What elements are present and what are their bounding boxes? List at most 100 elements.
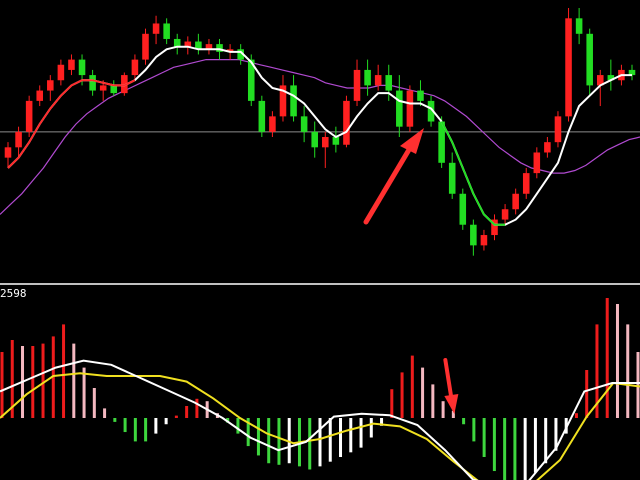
candle-body	[565, 18, 572, 117]
macd-histogram-bar	[21, 346, 25, 418]
macd-histogram-bar	[113, 418, 117, 422]
candle-body	[353, 69, 361, 101]
macd-histogram-bar	[359, 418, 363, 448]
candle	[586, 28, 593, 96]
macd-histogram-bar	[349, 418, 353, 453]
macd-histogram-bar	[185, 406, 189, 418]
candle-body	[459, 193, 467, 225]
macd-histogram-bar	[174, 415, 178, 418]
candle	[554, 111, 562, 148]
candle	[565, 8, 572, 122]
red-moving-average-segment	[7, 79, 136, 169]
candle-body	[586, 33, 593, 86]
candle-body	[4, 147, 12, 158]
candle	[385, 64, 393, 101]
macd-histogram-bar	[0, 352, 4, 418]
candle-body	[279, 85, 287, 117]
candle	[237, 44, 244, 65]
candle-body	[173, 38, 181, 47]
macd-histogram-bar	[636, 352, 640, 418]
candle	[396, 75, 403, 137]
candle-body	[99, 85, 107, 91]
candle-body	[396, 90, 403, 127]
candle	[4, 142, 12, 168]
macd-histogram-bar	[236, 418, 240, 434]
macd-dea-line	[0, 372, 640, 480]
indicator-readout: 2598	[0, 287, 27, 300]
macd-histogram-bar	[31, 346, 35, 418]
candle	[47, 75, 54, 101]
candle	[448, 152, 456, 199]
candle	[596, 69, 604, 107]
candle-body	[47, 80, 54, 91]
macd-histogram-bar	[246, 418, 250, 447]
macd-histogram-bar	[431, 384, 435, 418]
macd-histogram-bar	[626, 324, 630, 418]
candle	[57, 59, 65, 86]
macd-histogram-bar	[144, 418, 148, 442]
candle	[279, 75, 287, 122]
candle-body	[596, 75, 604, 86]
candle	[480, 229, 488, 251]
candle	[142, 28, 149, 65]
candle-body	[269, 116, 276, 132]
slow-moving-average-line	[0, 58, 640, 215]
candle-body	[470, 224, 477, 246]
candle	[163, 18, 170, 45]
candle	[89, 69, 96, 96]
macd-histogram-bar	[369, 418, 373, 438]
macd-arrow-annotation	[443, 358, 459, 414]
macd-histogram-bar	[544, 418, 548, 464]
macd-histogram-bar	[51, 336, 55, 418]
candle	[628, 64, 636, 81]
candle	[131, 54, 139, 81]
candle	[258, 95, 266, 137]
candle	[470, 219, 477, 256]
candle	[491, 214, 498, 241]
candle-body	[247, 59, 255, 101]
macd-histogram-bar	[10, 340, 14, 418]
candle-body	[427, 100, 435, 122]
candle	[205, 38, 213, 55]
price-candlestick-chart	[0, 8, 640, 256]
candle-body	[152, 23, 160, 34]
macd-histogram-bar	[585, 370, 589, 418]
macd-histogram-bar	[451, 410, 455, 418]
candle	[427, 95, 435, 127]
candle-body	[25, 100, 33, 132]
candle	[343, 95, 350, 148]
macd-histogram-bar	[605, 298, 609, 418]
macd-histogram-bar	[123, 418, 127, 433]
macd-histogram-bar	[62, 324, 66, 418]
macd-histogram-bar	[297, 418, 301, 467]
candle-body	[438, 121, 445, 163]
candle	[438, 116, 445, 168]
macd-histogram-bar	[533, 418, 537, 473]
candle-body	[417, 90, 424, 101]
candle-body	[57, 64, 65, 81]
macd-histogram-bar	[410, 355, 414, 418]
candle	[544, 137, 551, 158]
candle	[121, 72, 128, 96]
candle	[406, 85, 414, 132]
price-arrow-annotation	[363, 128, 424, 225]
candle-body	[184, 41, 192, 47]
candle-body	[501, 209, 509, 220]
candle-body	[364, 69, 371, 86]
macd-histogram-bar	[492, 418, 496, 472]
candle-body	[332, 137, 340, 145]
candle	[417, 80, 424, 107]
candle-body	[374, 75, 382, 86]
candle	[353, 59, 361, 107]
macd-histogram-bar	[256, 418, 260, 456]
macd-histogram-bar	[308, 418, 312, 470]
white-moving-average-line	[7, 45, 632, 226]
macd-histogram-bar	[154, 418, 158, 434]
macd-histogram-bar	[380, 418, 384, 426]
macd-histogram-bar	[328, 418, 332, 462]
candle-body	[142, 33, 149, 60]
candle	[110, 80, 118, 96]
macd-histogram-bar	[215, 413, 219, 418]
candle-body	[607, 75, 615, 81]
candle-body	[205, 44, 213, 50]
